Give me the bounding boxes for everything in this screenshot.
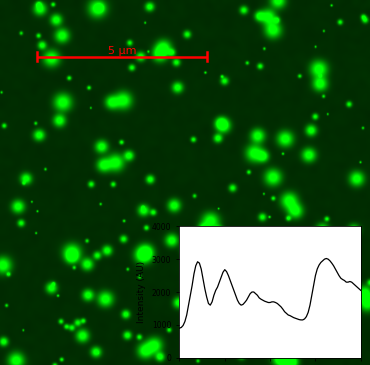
Text: 5 μm: 5 μm — [108, 46, 137, 55]
Y-axis label: Intensity (AU): Intensity (AU) — [137, 261, 146, 323]
